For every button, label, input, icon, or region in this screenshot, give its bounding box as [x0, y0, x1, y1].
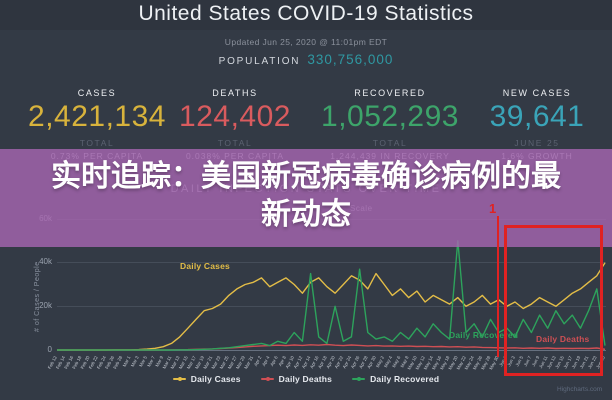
svg-text:Apr 28: Apr 28	[358, 355, 369, 369]
svg-text:May 10: May 10	[406, 355, 418, 371]
svg-text:Apr 16: Apr 16	[309, 355, 320, 369]
svg-text:Mar 5: Mar 5	[138, 355, 148, 368]
series-label-daily-cases: Daily Cases	[180, 261, 230, 271]
stat-value: 1,052,293	[321, 100, 459, 133]
svg-text:May 14: May 14	[423, 355, 435, 371]
page-title: United States COVID-19 Statistics	[138, 2, 474, 25]
svg-text:May 12: May 12	[415, 355, 427, 371]
annotation-number: 1	[489, 201, 497, 216]
svg-text:Feb 12: Feb 12	[47, 355, 58, 370]
svg-text:May 16: May 16	[431, 355, 443, 371]
svg-text:May 4: May 4	[383, 355, 393, 369]
legend-marker-daily-recovered	[352, 377, 366, 381]
y-tick-20k: 20k	[39, 301, 52, 310]
annotation-vertical-line	[497, 216, 499, 357]
svg-text:Apr 18: Apr 18	[317, 355, 328, 369]
stat-total: TOTAL	[217, 138, 253, 148]
legend-label: Daily Recovered	[370, 374, 440, 384]
svg-text:May 28: May 28	[480, 355, 492, 371]
svg-text:Feb 14: Feb 14	[55, 355, 66, 370]
updated-timestamp: Updated Jun 25, 2020 @ 11:01pm EDT	[224, 37, 388, 47]
svg-text:Apr 6: Apr 6	[269, 355, 279, 367]
svg-text:Mar 3: Mar 3	[130, 355, 140, 368]
svg-text:Mar 7: Mar 7	[146, 355, 156, 368]
overlay-text-line1: 实时追踪：美国新冠病毒确诊病例的最	[51, 160, 561, 193]
stat-value: 2,421,134	[28, 100, 166, 133]
svg-text:Mar 11: Mar 11	[162, 355, 173, 370]
svg-text:Apr 22: Apr 22	[334, 355, 345, 369]
svg-text:Mar 1: Mar 1	[122, 355, 132, 368]
svg-text:Apr 4: Apr 4	[261, 355, 271, 367]
svg-text:Mar 13: Mar 13	[170, 355, 181, 370]
svg-text:Mar 23: Mar 23	[210, 355, 221, 370]
svg-text:Mar 31: Mar 31	[243, 355, 254, 370]
svg-text:Feb 16: Feb 16	[63, 355, 74, 370]
legend-item-daily-cases[interactable]: Daily Cases	[172, 374, 241, 384]
svg-text:Mar 19: Mar 19	[194, 355, 205, 370]
svg-text:Mar 15: Mar 15	[178, 355, 189, 370]
svg-text:Feb 22: Feb 22	[88, 355, 99, 370]
y-axis-title: # of Cases / People	[34, 261, 41, 332]
svg-text:Feb 26: Feb 26	[104, 355, 115, 370]
svg-text:Mar 9: Mar 9	[154, 355, 164, 368]
svg-text:Feb 20: Feb 20	[80, 355, 91, 370]
title-band	[0, 0, 612, 30]
population-value: 330,756,000	[307, 52, 394, 67]
svg-text:Mar 25: Mar 25	[219, 355, 230, 370]
y-tick-0: 0	[47, 345, 52, 354]
svg-text:Mar 27: Mar 27	[227, 355, 238, 370]
svg-text:May 30: May 30	[488, 355, 500, 371]
svg-text:Apr 24: Apr 24	[342, 355, 353, 369]
svg-text:Feb 28: Feb 28	[112, 355, 123, 370]
svg-text:Apr 30: Apr 30	[366, 355, 377, 369]
svg-text:Feb 18: Feb 18	[71, 355, 82, 370]
svg-text:Apr 8: Apr 8	[277, 355, 287, 367]
stat-value: 39,641	[489, 100, 585, 133]
svg-text:May 20: May 20	[447, 355, 459, 371]
svg-text:Apr 26: Apr 26	[350, 355, 361, 369]
svg-text:Mar 21: Mar 21	[202, 355, 213, 370]
svg-text:May 24: May 24	[464, 355, 476, 371]
svg-text:Mar 29: Mar 29	[235, 355, 246, 370]
svg-text:Apr 20: Apr 20	[325, 355, 336, 369]
svg-text:May 2: May 2	[375, 355, 385, 369]
population-row: POPULATION 330,756,000	[0, 52, 612, 67]
annotation-highlight-box	[504, 225, 603, 376]
legend-marker-daily-deaths	[260, 377, 274, 381]
population-label: POPULATION	[218, 56, 301, 67]
svg-text:Apr 2: Apr 2	[253, 355, 263, 367]
stat-label: NEW CASES	[502, 88, 572, 98]
chart-legend: Daily Cases Daily Deaths Daily Recovered	[0, 374, 612, 384]
svg-text:May 22: May 22	[456, 355, 468, 371]
stat-label: CASES	[77, 88, 117, 98]
legend-label: Daily Cases	[190, 374, 241, 384]
highcharts-watermark: Highcharts.com	[557, 386, 603, 393]
svg-text:Apr 14: Apr 14	[301, 355, 312, 369]
svg-text:Apr 12: Apr 12	[293, 355, 304, 369]
svg-text:May 6: May 6	[391, 355, 401, 369]
legend-item-daily-recovered[interactable]: Daily Recovered	[352, 374, 439, 384]
y-tick-40k: 40k	[39, 257, 52, 266]
stat-total: TOTAL	[372, 138, 408, 148]
svg-text:May 18: May 18	[439, 355, 451, 371]
svg-text:Mar 17: Mar 17	[186, 355, 197, 370]
stat-label: DEATHS	[212, 88, 258, 98]
stat-total: TOTAL	[79, 138, 115, 148]
svg-text:Apr 10: Apr 10	[284, 355, 295, 369]
stat-total: JUNE 25	[514, 138, 560, 148]
legend-label: Daily Deaths	[278, 374, 333, 384]
svg-text:May 26: May 26	[472, 355, 484, 371]
stat-value: 124,402	[179, 100, 291, 133]
legend-marker-daily-cases	[172, 377, 186, 381]
stat-label: RECOVERED	[354, 88, 426, 98]
legend-item-daily-deaths[interactable]: Daily Deaths	[260, 374, 333, 384]
svg-text:May 8: May 8	[399, 355, 409, 369]
overlay-banner: 实时追踪：美国新冠病毒确诊病例的最 新动态	[0, 149, 612, 247]
svg-text:Feb 24: Feb 24	[96, 355, 107, 370]
overlay-text-line2: 新动态	[261, 198, 351, 231]
